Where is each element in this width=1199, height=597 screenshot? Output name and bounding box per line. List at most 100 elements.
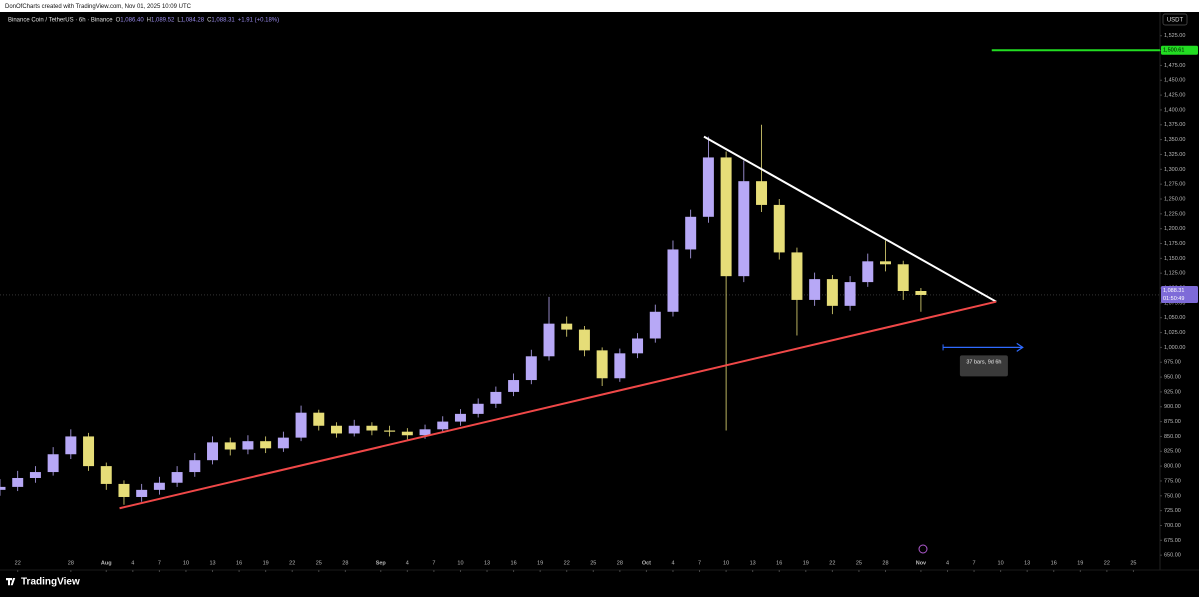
- candle-body: [543, 323, 555, 357]
- candle-body: [366, 425, 378, 431]
- candle-body: [508, 380, 520, 392]
- candle-body: [207, 442, 219, 461]
- legend-value: 1,088.31: [211, 17, 235, 23]
- x-tick-label: 13: [209, 560, 215, 566]
- range-label: 37 bars, 9d 6h: [966, 359, 1001, 365]
- y-tick-label: 1,175.00: [1164, 241, 1185, 247]
- candle-body: [578, 329, 590, 351]
- x-tick-label: Aug: [101, 560, 112, 566]
- y-tick-label: 750.00: [1164, 493, 1181, 499]
- x-tick-label: 28: [342, 560, 348, 566]
- x-tick-label: 22: [15, 560, 21, 566]
- candle-body: [0, 486, 6, 490]
- candle-body: [348, 425, 360, 434]
- candle-body: [915, 291, 927, 295]
- candle-body: [720, 157, 732, 277]
- candle-body: [260, 441, 272, 449]
- x-tick-label: 16: [1051, 560, 1057, 566]
- candle-body: [773, 204, 785, 253]
- legend-value: 1,086.40: [120, 17, 144, 23]
- level-tag: [1161, 45, 1198, 55]
- candle-body: [667, 249, 679, 312]
- legend-key: H: [147, 17, 151, 23]
- candle-body: [649, 311, 661, 339]
- y-tick-label: 950.00: [1164, 375, 1181, 381]
- x-tick-label: Sep: [376, 560, 387, 566]
- candle-body: [897, 264, 909, 291]
- y-tick-label: 700.00: [1164, 523, 1181, 529]
- y-tick-label: 1,075.00: [1164, 300, 1185, 306]
- candle-body: [277, 437, 289, 449]
- candle-body: [401, 431, 413, 436]
- candle-body: [614, 353, 626, 379]
- event-icon[interactable]: [918, 544, 928, 554]
- candle-body: [702, 157, 714, 217]
- candle-body: [384, 430, 396, 432]
- y-tick-label: 1,225.00: [1164, 211, 1185, 217]
- y-tick-label: 650.00: [1164, 553, 1181, 559]
- x-tick-label: 10: [183, 560, 189, 566]
- x-tick-label: Oct: [642, 560, 651, 566]
- x-tick-label: 25: [316, 560, 322, 566]
- range-arrow-head: [1016, 342, 1024, 352]
- x-tick-label: 22: [829, 560, 835, 566]
- currency-box[interactable]: [1162, 13, 1188, 26]
- y-tick-label: 725.00: [1164, 508, 1181, 514]
- x-tick-label: 22: [564, 560, 570, 566]
- y-tick-label: 775.00: [1164, 478, 1181, 484]
- x-tick-label: 16: [776, 560, 782, 566]
- x-tick-label: 10: [723, 560, 729, 566]
- y-tick-label: 925.00: [1164, 389, 1181, 395]
- range-label-box: [959, 355, 1008, 377]
- candle-body: [136, 489, 148, 497]
- x-tick-label: 16: [511, 560, 517, 566]
- candle-body: [525, 356, 537, 381]
- header-text: DonOfCharts created with TradingView.com…: [5, 4, 192, 10]
- trend-line: [703, 135, 997, 303]
- x-tick-label: 4: [406, 560, 409, 566]
- legend-symbol: Binance Coin / TetherUS · 6h · Binance: [8, 17, 113, 23]
- y-tick-label: 1,275.00: [1164, 182, 1185, 188]
- x-tick-label: 22: [1104, 560, 1110, 566]
- x-tick-label: 7: [432, 560, 435, 566]
- candle-body: [862, 261, 874, 283]
- x-tick-label: 25: [856, 560, 862, 566]
- header-bar: [0, 0, 1199, 12]
- candle-body: [100, 466, 112, 484]
- y-tick-label: 1,375.00: [1164, 122, 1185, 128]
- candle-body: [118, 483, 130, 497]
- y-tick-label: 1,525.00: [1164, 33, 1185, 39]
- brand-icon: [6, 578, 16, 586]
- x-tick-label: 19: [803, 560, 809, 566]
- y-tick-label: 1,350.00: [1164, 137, 1185, 143]
- candle-body: [791, 252, 803, 300]
- x-tick-label: 7: [973, 560, 976, 566]
- y-tick-label: 1,150.00: [1164, 256, 1185, 262]
- candle-body: [313, 412, 325, 426]
- x-tick-label: 7: [158, 560, 161, 566]
- x-tick-label: 28: [68, 560, 74, 566]
- candle-body: [632, 338, 644, 354]
- y-tick-label: 1,475.00: [1164, 63, 1185, 69]
- x-tick-label: 4: [671, 560, 674, 566]
- y-tick-label: 1,450.00: [1164, 78, 1185, 84]
- y-tick-label: 1,050.00: [1164, 315, 1185, 321]
- x-tick-label: 10: [457, 560, 463, 566]
- candle-body: [224, 442, 236, 450]
- candle-body: [171, 472, 183, 483]
- y-tick-label: 850.00: [1164, 434, 1181, 440]
- candle-body: [153, 482, 165, 490]
- x-tick-label: Nov: [916, 560, 927, 566]
- candle-body: [561, 323, 573, 330]
- candle-body: [454, 413, 466, 422]
- x-tick-label: 7: [698, 560, 701, 566]
- legend-key: L: [177, 17, 181, 23]
- candle-body: [756, 181, 768, 205]
- last-price-label: 1,088.31: [1163, 288, 1184, 294]
- x-tick-label: 22: [289, 560, 295, 566]
- x-tick-label: 19: [263, 560, 269, 566]
- candle-body: [490, 391, 502, 404]
- legend-value: 1,089.52: [151, 17, 175, 23]
- candle-body: [826, 279, 838, 306]
